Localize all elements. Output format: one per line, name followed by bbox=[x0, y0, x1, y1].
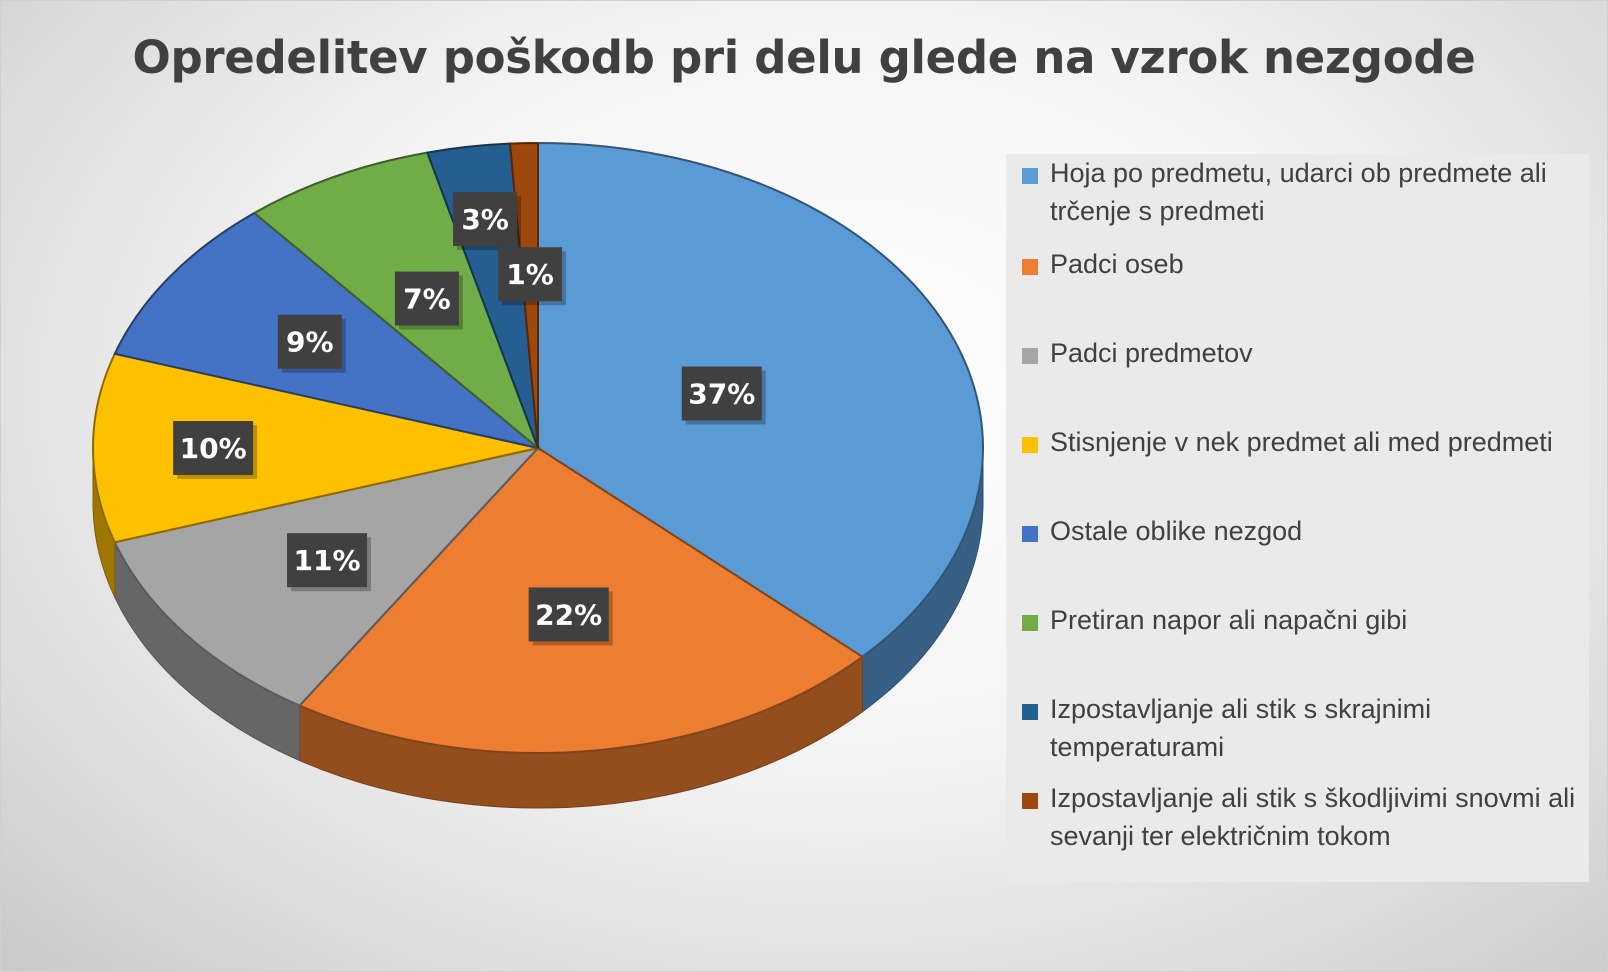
data-label: 22% bbox=[528, 587, 613, 646]
data-label: 11% bbox=[287, 533, 372, 592]
legend-swatch bbox=[1022, 259, 1038, 275]
pie-slice bbox=[92, 352, 539, 544]
legend-swatch bbox=[1022, 704, 1038, 720]
legend-label: Ostale oblike nezgod bbox=[1050, 516, 1303, 546]
legend-swatch bbox=[1022, 348, 1038, 364]
chart-title: Opredelitev poškodb pri delu glede na vz… bbox=[132, 31, 1476, 84]
data-label: 10% bbox=[173, 421, 258, 479]
pie-chart: 37% 22% 11% 10% 9% 7% 3% 1% bbox=[92, 141, 984, 809]
legend-swatch bbox=[1022, 793, 1038, 809]
legend-swatch bbox=[1022, 526, 1038, 542]
legend-label: Izpostavljanje ali stik s skrajnimi temp… bbox=[1050, 694, 1432, 762]
legend-label: Hoja po predmetu, udarci ob predmete ali… bbox=[1050, 158, 1547, 226]
data-label-text: 11% bbox=[294, 544, 361, 577]
data-label: 37% bbox=[681, 366, 766, 425]
legend-swatch bbox=[1022, 168, 1038, 184]
data-label: 7% bbox=[394, 271, 463, 330]
legend-label: Izpostavljanje ali stik s škodljivimi sn… bbox=[1050, 783, 1576, 851]
data-label-text: 3% bbox=[461, 203, 509, 236]
data-label-text: 7% bbox=[403, 283, 451, 316]
legend: Hoja po predmetu, udarci ob predmete ali… bbox=[1006, 154, 1589, 882]
data-label-text: 10% bbox=[180, 432, 247, 465]
legend-swatch bbox=[1022, 437, 1038, 453]
legend-label: Padci predmetov bbox=[1050, 338, 1253, 368]
legend-label: Pretiran napor ali napačni gibi bbox=[1050, 605, 1408, 635]
data-label-text: 37% bbox=[688, 377, 755, 410]
data-label: 1% bbox=[498, 247, 567, 306]
legend-label: Stisnjenje v nek predmet ali med predmet… bbox=[1050, 427, 1553, 457]
legend-label: Padci oseb bbox=[1050, 249, 1184, 279]
data-label: 9% bbox=[277, 314, 346, 373]
data-label: 3% bbox=[453, 192, 522, 251]
data-label-text: 9% bbox=[286, 326, 334, 359]
data-label-text: 1% bbox=[506, 258, 554, 291]
data-label-text: 22% bbox=[535, 598, 602, 631]
legend-swatch bbox=[1022, 615, 1038, 631]
